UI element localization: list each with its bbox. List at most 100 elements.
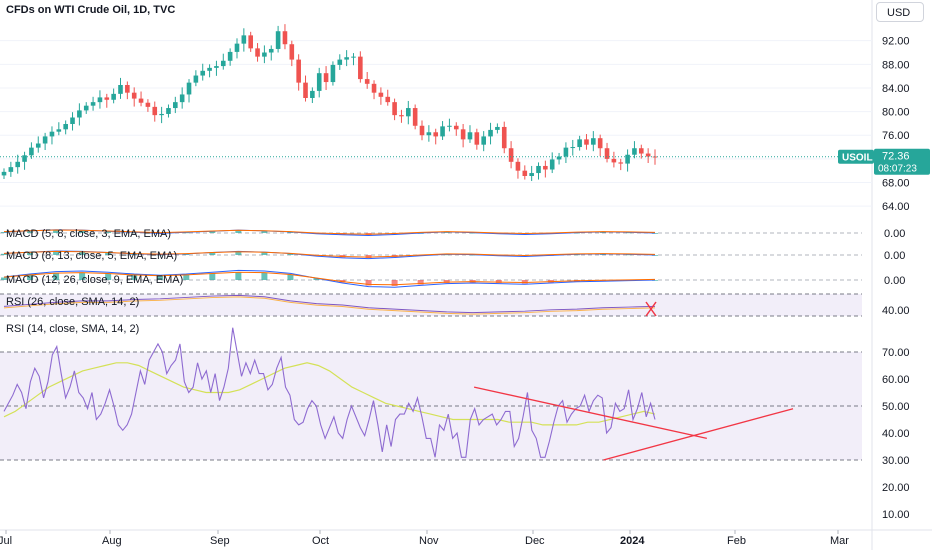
macd-histogram-bar — [27, 231, 34, 233]
rsi-26-label[interactable]: RSI (26, close, SMA, 14, 2) — [6, 296, 140, 308]
time-tick-label: Nov — [419, 535, 439, 547]
macd-8-13-label[interactable]: MACD (8, 13, close, 5, EMA, EMA) — [6, 250, 178, 262]
macd-histogram-bar — [1, 232, 7, 233]
macd-histogram-bar — [391, 280, 398, 286]
macd-histogram-bar — [53, 230, 60, 233]
rsi14-tick-label: 40.00 — [882, 428, 910, 440]
candle-body — [90, 102, 96, 106]
candle-body — [49, 131, 55, 137]
macd-histogram-bar — [287, 232, 294, 233]
candle-body — [8, 167, 14, 172]
candle-body — [488, 129, 493, 137]
rsi14-sma-line — [3, 362, 656, 426]
candle-body — [645, 153, 651, 157]
candle-body — [42, 136, 48, 144]
price-tick-label: 68.00 — [882, 178, 910, 190]
macd-histogram-bar — [1, 277, 7, 280]
candle-body — [385, 96, 391, 103]
macd-signal-line — [3, 271, 656, 286]
candle-body — [1, 171, 7, 176]
candle-body — [611, 158, 617, 163]
rsi26-line — [3, 294, 656, 314]
candle-body — [399, 115, 404, 117]
macd-signal-line — [3, 250, 656, 258]
candle-body — [145, 102, 151, 107]
rsi-14-label[interactable]: RSI (14, close, SMA, 14, 2) — [6, 323, 140, 335]
candle-body — [179, 94, 185, 103]
macd-histogram-bar — [313, 278, 320, 280]
time-tick-label: 2024 — [620, 535, 645, 547]
candle-body — [563, 147, 569, 157]
macd-histogram-bar — [105, 252, 112, 255]
candle-body — [323, 73, 329, 83]
candle-body — [227, 51, 233, 61]
candle-body — [97, 97, 103, 103]
candle-body — [234, 43, 240, 52]
macd-line — [3, 269, 656, 288]
rsi14-line — [3, 327, 656, 458]
candle-body — [166, 108, 171, 114]
candle-body — [522, 170, 528, 176]
candle-body — [104, 97, 110, 100]
candle-body — [29, 147, 34, 156]
macd-histogram-bar — [287, 274, 294, 280]
candle-body — [447, 125, 452, 127]
macd-histogram-bar — [209, 273, 216, 280]
price-tag-text: 72.36 — [882, 151, 910, 163]
candle-body — [515, 161, 521, 171]
candle-body — [358, 56, 363, 80]
candle-body — [474, 132, 480, 145]
price-tick-label: 92.00 — [882, 36, 910, 48]
candle-body — [529, 173, 534, 176]
candle-body — [255, 48, 260, 57]
macd-histogram-bar — [443, 280, 450, 283]
candle-body — [577, 139, 582, 148]
candle-body — [652, 156, 658, 158]
macd-histogram-bar — [261, 252, 268, 255]
macd-histogram-bar — [261, 272, 268, 280]
macd-12-26-label[interactable]: MACD (12, 26, close, 9, EMA, EMA) — [6, 274, 184, 286]
candle-body — [433, 132, 439, 137]
time-tick-label: Mar — [830, 535, 849, 547]
candle-body — [501, 126, 507, 149]
rsi14-trendline — [603, 408, 794, 461]
price-tick-label: 88.00 — [882, 59, 910, 71]
rsi26-marker — [645, 301, 657, 317]
candle-body — [495, 126, 500, 130]
macd-histogram-bar — [53, 273, 60, 280]
macd-histogram-bar — [261, 231, 268, 233]
price-tick-label: 76.00 — [882, 130, 910, 142]
candle-body — [406, 108, 411, 117]
candle-body — [262, 52, 267, 57]
macd-histogram-bar — [495, 280, 502, 283]
chart-title: CFDs on WTI Crude Oil, 1D, TVC — [6, 4, 176, 16]
macd-histogram-bar — [131, 275, 138, 280]
candle-body — [426, 132, 432, 136]
macd-histogram-bar — [652, 233, 658, 234]
macd-histogram-bar — [105, 273, 112, 280]
candle-body — [214, 66, 219, 68]
macd-histogram-bar — [1, 253, 7, 255]
candle-body — [351, 56, 356, 58]
time-tick-label: Jul — [0, 535, 12, 547]
macd-histogram-bar — [599, 254, 606, 255]
candle-body — [131, 92, 137, 99]
candle-body — [392, 102, 397, 116]
candle-body — [604, 148, 610, 159]
symbol-tag — [838, 149, 874, 164]
macd-histogram-bar — [417, 280, 424, 285]
candle-body — [173, 102, 178, 109]
time-tick-label: Oct — [312, 535, 329, 547]
candles — [1, 24, 658, 182]
macd-histogram-bar — [27, 252, 34, 255]
currency-button[interactable]: USD — [876, 2, 924, 22]
candle-body — [220, 60, 226, 67]
macd-histogram-bar — [365, 280, 372, 286]
candle-body — [282, 31, 288, 45]
rsi14-tick-label: 60.00 — [882, 374, 910, 386]
macd-5-8-label[interactable]: MACD (5, 8, close, 3, EMA, EMA) — [6, 228, 172, 240]
candle-body — [35, 143, 41, 148]
candle-body — [193, 75, 199, 83]
